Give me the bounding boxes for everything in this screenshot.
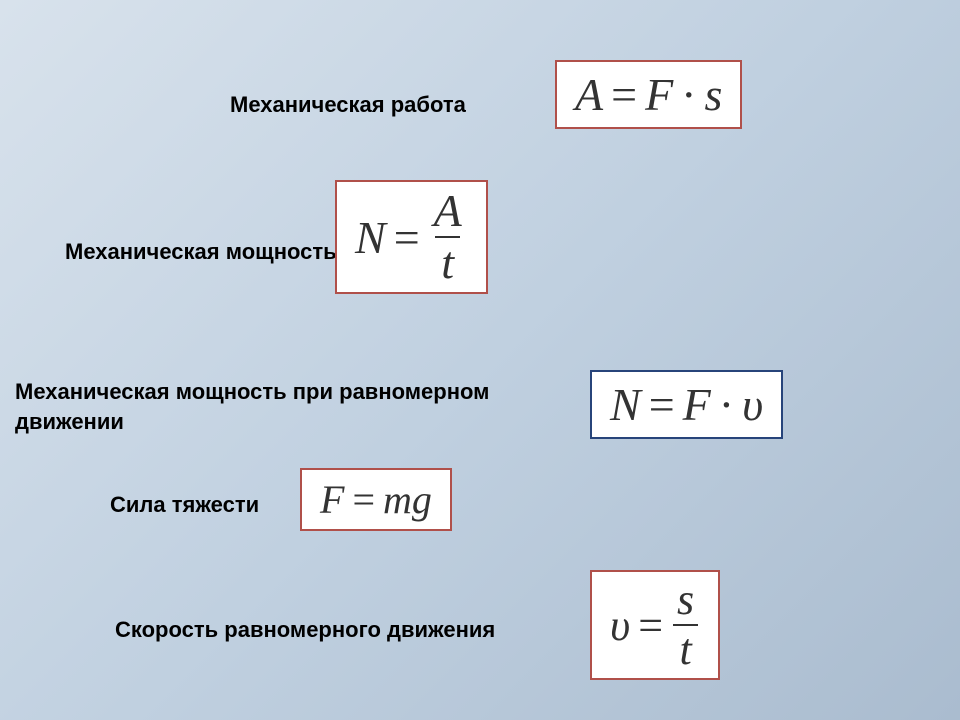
formula-power-eq: N = A t: [355, 188, 468, 286]
formula-grav: F = mg: [300, 468, 452, 531]
work-dot: ·: [681, 68, 696, 121]
power-lhs: N: [355, 211, 386, 264]
power-op: =: [394, 211, 420, 264]
formula-work: A = F · s: [555, 60, 742, 129]
speed-lhs: υ: [610, 600, 630, 651]
grav-op: =: [352, 476, 375, 523]
powerv-dot: ·: [719, 378, 734, 431]
label-power: Механическая мощность: [65, 237, 337, 267]
label-speed: Скорость равномерного движения: [115, 615, 495, 645]
formula-speed: υ = s t: [590, 570, 720, 680]
power-frac: A t: [428, 188, 468, 286]
formula-grav-eq: F = mg: [320, 476, 432, 523]
speed-num: s: [671, 578, 700, 624]
formula-speed-eq: υ = s t: [610, 578, 700, 672]
formula-powerv-eq: N = F · υ: [610, 378, 763, 431]
work-rhs-a: F: [645, 68, 673, 121]
speed-frac: s t: [671, 578, 700, 672]
grav-rhs: mg: [383, 476, 432, 523]
speed-op: =: [638, 600, 663, 651]
label-work: Механическая работа: [230, 90, 466, 120]
grav-lhs: F: [320, 476, 344, 523]
powerv-rhs-a: F: [683, 378, 711, 431]
powerv-op: =: [649, 378, 675, 431]
label-powerv: Механическая мощность при равномерном дв…: [15, 377, 489, 436]
formula-powerv: N = F · υ: [590, 370, 783, 439]
work-op: =: [611, 68, 637, 121]
label-grav: Сила тяжести: [110, 490, 259, 520]
speed-den: t: [673, 624, 697, 672]
formula-power: N = A t: [335, 180, 488, 294]
work-rhs-b: s: [705, 68, 723, 121]
power-num: A: [428, 188, 468, 236]
work-lhs: A: [575, 68, 603, 121]
power-den: t: [435, 236, 460, 286]
formula-work-eq: A = F · s: [575, 68, 722, 121]
powerv-lhs: N: [610, 378, 641, 431]
powerv-rhs-b: υ: [742, 378, 763, 431]
